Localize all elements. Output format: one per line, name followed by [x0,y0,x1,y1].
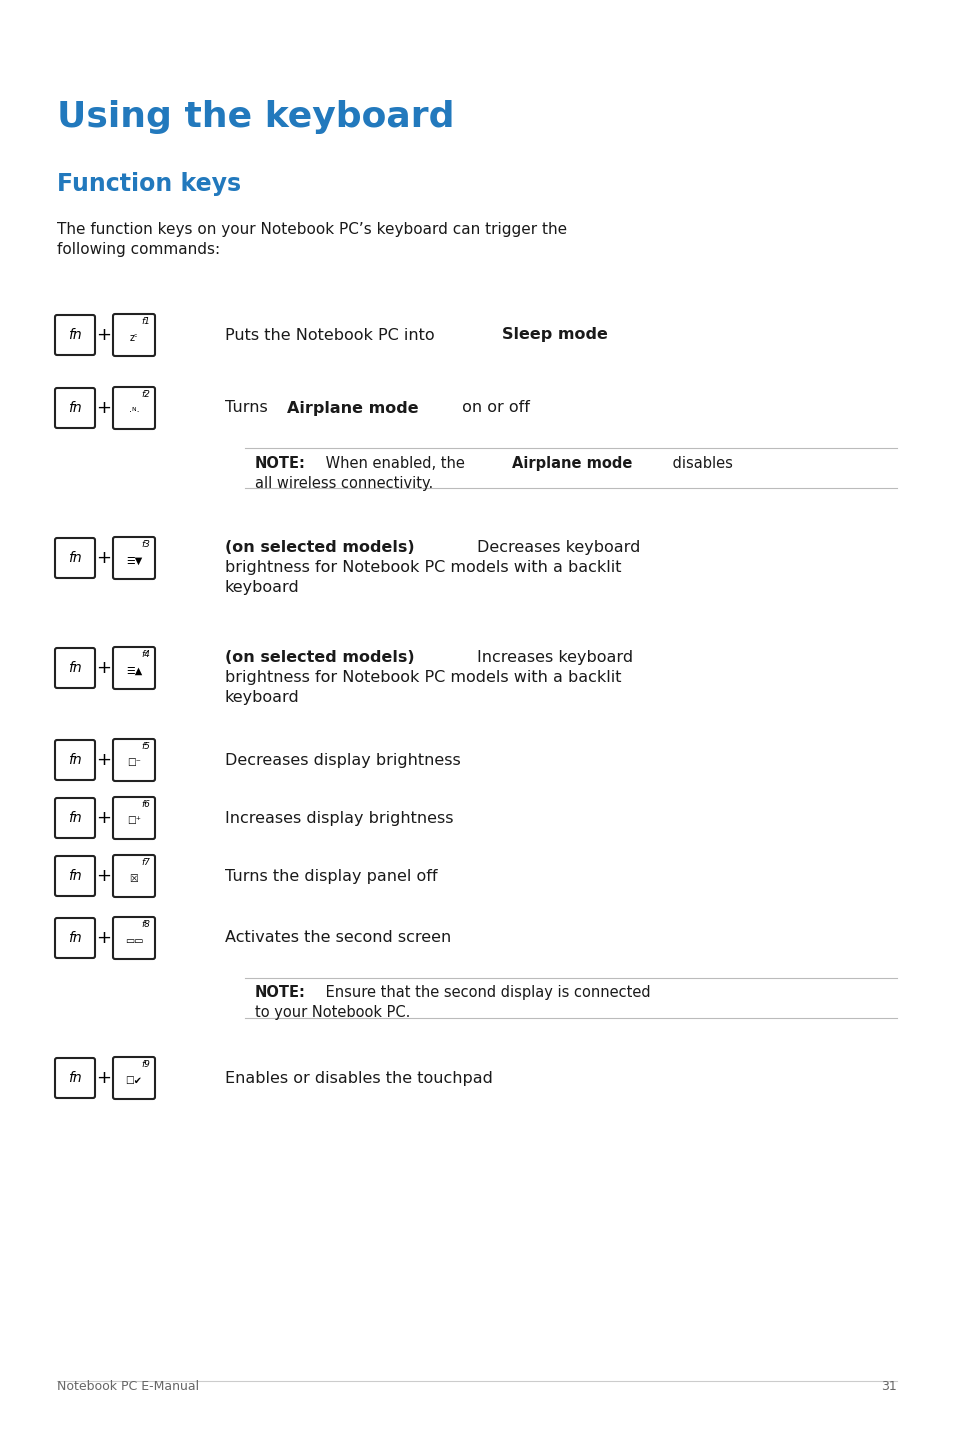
Text: +: + [96,398,112,417]
Text: +: + [96,751,112,769]
Text: Ensure that the second display is connected: Ensure that the second display is connec… [320,985,650,999]
Text: Decreases display brightness: Decreases display brightness [225,752,460,768]
Text: f1: f1 [141,316,150,326]
Text: brightness for Notebook PC models with a backlit: brightness for Notebook PC models with a… [225,670,620,684]
FancyBboxPatch shape [55,538,95,578]
FancyBboxPatch shape [112,797,154,838]
Text: Activates the second screen: Activates the second screen [225,930,451,946]
Text: ☐⁺: ☐⁺ [127,815,141,825]
Text: all wireless connectivity.: all wireless connectivity. [254,476,433,490]
Text: fn: fn [68,811,82,825]
FancyBboxPatch shape [55,798,95,838]
Text: ☰▲: ☰▲ [126,666,142,676]
FancyBboxPatch shape [55,315,95,355]
Text: fn: fn [68,401,82,416]
Text: ☰▼: ☰▼ [126,557,142,567]
Text: (on selected models): (on selected models) [225,541,420,555]
Text: f6: f6 [141,800,150,810]
Text: +: + [96,659,112,677]
FancyBboxPatch shape [112,387,154,429]
Text: Airplane mode: Airplane mode [512,456,632,472]
Text: +: + [96,326,112,344]
Text: ☒: ☒ [130,874,138,884]
Text: +: + [96,549,112,567]
Text: fn: fn [68,328,82,342]
Text: Increases keyboard: Increases keyboard [476,650,633,664]
Text: +: + [96,810,112,827]
FancyBboxPatch shape [112,313,154,357]
FancyBboxPatch shape [112,536,154,580]
Text: fn: fn [68,1071,82,1086]
Text: Puts the Notebook PC into: Puts the Notebook PC into [225,328,439,342]
Text: Enables or disables the touchpad: Enables or disables the touchpad [225,1070,493,1086]
Text: Increases display brightness: Increases display brightness [225,811,453,825]
FancyBboxPatch shape [55,1058,95,1099]
Text: keyboard: keyboard [225,690,299,705]
Text: (on selected models): (on selected models) [225,650,420,664]
FancyBboxPatch shape [112,1057,154,1099]
Text: f9: f9 [141,1060,150,1068]
Text: Turns: Turns [225,401,273,416]
Text: Decreases keyboard: Decreases keyboard [476,541,639,555]
Text: on or off: on or off [456,401,529,416]
Text: +: + [96,929,112,948]
FancyBboxPatch shape [112,647,154,689]
Text: ☐⁻: ☐⁻ [127,758,141,768]
Text: Turns the display panel off: Turns the display panel off [225,869,437,883]
Text: brightness for Notebook PC models with a backlit: brightness for Notebook PC models with a… [225,559,620,575]
Text: When enabled, the: When enabled, the [320,456,469,472]
Text: +: + [96,1068,112,1087]
FancyBboxPatch shape [55,856,95,896]
Text: NOTE:: NOTE: [254,985,306,999]
Text: Notebook PC E-Manual: Notebook PC E-Manual [57,1380,199,1393]
Text: f3: f3 [141,541,150,549]
Text: f7: f7 [141,858,150,867]
Text: fn: fn [68,661,82,674]
Text: Function keys: Function keys [57,173,241,196]
Text: fn: fn [68,930,82,945]
FancyBboxPatch shape [55,388,95,429]
FancyBboxPatch shape [55,649,95,687]
FancyBboxPatch shape [55,917,95,958]
Text: fn: fn [68,869,82,883]
Text: NOTE:: NOTE: [254,456,306,472]
FancyBboxPatch shape [112,856,154,897]
Text: ☐✔: ☐✔ [126,1076,142,1086]
Text: zᶜ: zᶜ [130,334,138,344]
Text: fn: fn [68,551,82,565]
Text: The function keys on your Notebook PC’s keyboard can trigger the: The function keys on your Notebook PC’s … [57,221,566,237]
Text: 31: 31 [881,1380,896,1393]
Text: ·ᴺ·: ·ᴺ· [129,406,139,416]
Text: to your Notebook PC.: to your Notebook PC. [254,1005,410,1020]
Text: f8: f8 [141,920,150,929]
Text: disables: disables [667,456,732,472]
FancyBboxPatch shape [112,917,154,959]
Text: Sleep mode: Sleep mode [501,328,607,342]
FancyBboxPatch shape [112,739,154,781]
Text: f4: f4 [141,650,150,659]
Text: fn: fn [68,754,82,766]
Text: Airplane mode: Airplane mode [287,401,418,416]
Text: ▭▭: ▭▭ [125,936,143,946]
Text: keyboard: keyboard [225,580,299,595]
FancyBboxPatch shape [55,741,95,779]
Text: f5: f5 [141,742,150,751]
Text: Using the keyboard: Using the keyboard [57,101,454,134]
Text: +: + [96,867,112,884]
Text: f2: f2 [141,390,150,398]
Text: following commands:: following commands: [57,242,220,257]
